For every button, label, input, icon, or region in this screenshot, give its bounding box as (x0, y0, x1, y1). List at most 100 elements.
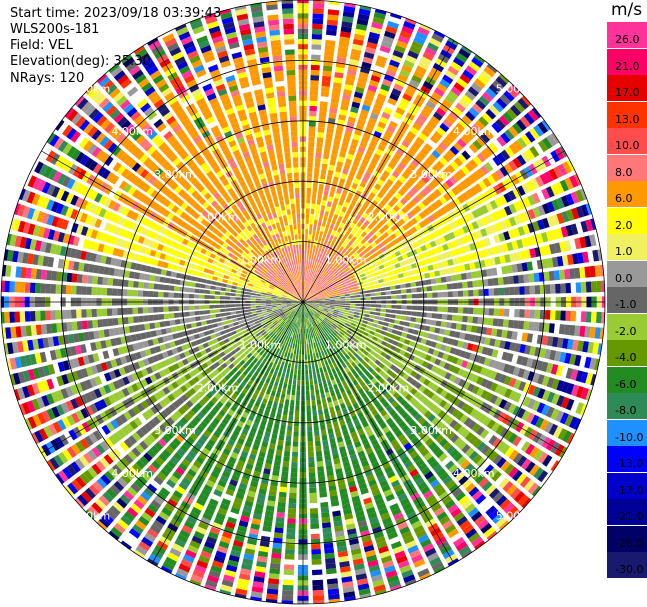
velocity-gate (566, 159, 575, 172)
velocity-gate (336, 393, 343, 400)
velocity-gate (263, 371, 269, 377)
velocity-gate (335, 328, 341, 333)
velocity-gate (411, 173, 420, 182)
velocity-gate (320, 350, 325, 357)
velocity-gate (312, 292, 317, 296)
velocity-gate (363, 241, 370, 248)
velocity-gate (430, 231, 438, 239)
velocity-gate (213, 489, 223, 497)
velocity-gate (363, 154, 371, 162)
velocity-gate (472, 438, 483, 449)
velocity-gate (362, 248, 369, 254)
velocity-gate (381, 239, 389, 246)
velocity-gate (282, 579, 294, 586)
velocity-gate (355, 173, 363, 180)
velocity-gate (453, 82, 465, 93)
velocity-gate (526, 412, 535, 424)
velocity-gate (308, 304, 314, 307)
velocity-gate (561, 396, 570, 409)
velocity-gate (290, 472, 298, 478)
velocity-gate (318, 383, 323, 389)
velocity-gate (509, 252, 516, 262)
velocity-gate (334, 525, 344, 532)
velocity-gate (317, 132, 324, 138)
velocity-gate (204, 507, 215, 516)
velocity-gate (367, 321, 373, 326)
velocity-gate (319, 303, 325, 305)
velocity-gate (308, 472, 316, 478)
velocity-gate (402, 502, 413, 511)
velocity-gate (312, 28, 323, 35)
velocity-gate (328, 164, 335, 171)
velocity-gate (557, 428, 568, 441)
velocity-gate (364, 363, 371, 370)
velocity-gate (370, 293, 376, 297)
velocity-gate (196, 497, 206, 507)
velocity-gate (186, 436, 195, 445)
velocity-gate (516, 473, 527, 485)
velocity-gate (323, 254, 328, 261)
velocity-gate (371, 227, 378, 234)
velocity-gate (510, 104, 522, 117)
velocity-gate (550, 460, 560, 472)
velocity-gate (338, 41, 349, 49)
velocity-gate (465, 361, 474, 370)
velocity-gate (294, 306, 299, 311)
velocity-gate (310, 80, 319, 86)
velocity-gate (322, 326, 327, 332)
velocity-gate (334, 295, 340, 298)
velocity-gate (322, 532, 333, 539)
velocity-gate (315, 287, 320, 292)
velocity-gate (342, 272, 348, 277)
velocity-gate (523, 479, 535, 492)
velocity-gate (303, 323, 305, 329)
velocity-gate (337, 441, 345, 448)
velocity-gate (382, 381, 389, 388)
velocity-gate (525, 148, 535, 161)
velocity-gate (423, 251, 430, 258)
velocity-gate (299, 308, 302, 313)
velocity-gate (385, 430, 393, 439)
velocity-gate (361, 420, 369, 428)
velocity-gate (265, 388, 272, 395)
velocity-gate (319, 297, 325, 299)
velocity-gate (179, 444, 189, 453)
velocity-gate (366, 41, 378, 50)
velocity-gate (457, 256, 464, 264)
velocity-gate (347, 528, 357, 536)
velocity-gate (306, 198, 311, 204)
velocity-gate (471, 536, 484, 548)
velocity-gate (249, 368, 256, 375)
velocity-gate (304, 300, 310, 302)
velocity-gate (347, 240, 354, 247)
velocity-gate (488, 451, 499, 462)
velocity-gate (213, 430, 221, 439)
velocity-gate (461, 150, 471, 160)
velocity-gate (318, 414, 324, 421)
velocity-gate (379, 397, 387, 405)
velocity-gate (309, 299, 315, 301)
velocity-gate (489, 105, 500, 116)
velocity-gate (491, 246, 499, 255)
velocity-gate (291, 321, 295, 327)
velocity-gate (404, 18, 417, 25)
velocity-gate (597, 343, 603, 355)
velocity-gate (462, 381, 471, 390)
velocity-gate (380, 246, 387, 253)
velocity-gate (519, 286, 525, 295)
velocity-gate (312, 569, 323, 576)
velocity-gate (334, 192, 341, 199)
velocity-gate (296, 333, 299, 339)
velocity-gate (328, 271, 334, 277)
velocity-gate (482, 416, 492, 427)
velocity-gate (362, 320, 368, 325)
velocity-gate (245, 463, 254, 471)
velocity-gate (389, 240, 396, 248)
velocity-gate (341, 391, 347, 398)
velocity-gate (220, 584, 233, 593)
velocity-gate (493, 308, 500, 316)
velocity-gate (457, 194, 466, 204)
velocity-gate (286, 319, 291, 324)
velocity-gate (254, 400, 261, 408)
velocity-gate (307, 293, 311, 298)
